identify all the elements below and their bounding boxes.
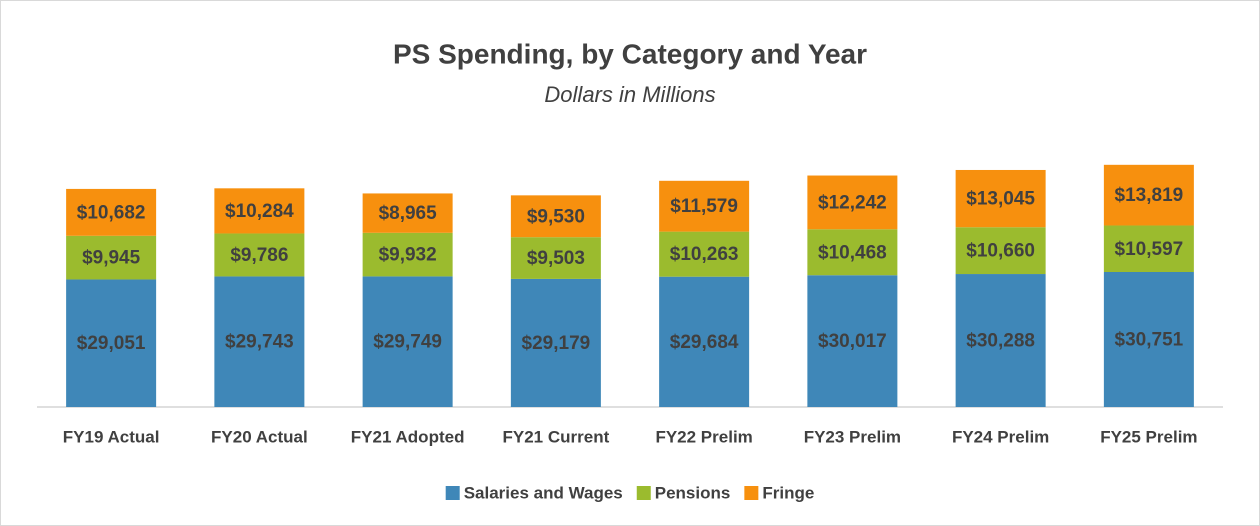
legend-swatch <box>445 486 460 500</box>
legend-swatch <box>744 486 759 500</box>
legend-swatch <box>636 486 651 500</box>
data-label: $13,819 <box>1115 185 1184 206</box>
bar-segment <box>1103 225 1194 273</box>
legend-label: Pensions <box>655 483 731 502</box>
data-label: $29,749 <box>373 332 442 353</box>
x-tick-label: FY21 Adopted <box>351 427 465 446</box>
x-tick-label: FY24 Prelim <box>952 427 1049 446</box>
bar-segment <box>1103 272 1194 407</box>
bar-segment <box>955 169 1046 228</box>
bar-segment <box>362 193 453 233</box>
x-tick-label: FY25 Prelim <box>1100 427 1197 446</box>
bar-segment <box>510 278 601 407</box>
bar-segment <box>362 276 453 407</box>
x-tick-label: FY23 Prelim <box>804 427 901 446</box>
data-label: $10,597 <box>1115 239 1184 260</box>
bar-segment <box>807 275 898 407</box>
bar-segment <box>362 232 453 277</box>
bar-segment <box>955 227 1046 275</box>
bar-segment <box>659 231 750 277</box>
x-tick-label: FY19 Actual <box>63 427 160 446</box>
data-label: $9,503 <box>527 248 585 269</box>
bar-segment <box>659 276 750 407</box>
bar-segment <box>66 279 157 407</box>
data-label: $29,684 <box>670 332 739 353</box>
data-label: $30,751 <box>1115 330 1184 351</box>
bar-segment <box>214 188 305 234</box>
data-label: $29,743 <box>225 332 294 353</box>
data-label: $9,530 <box>527 206 585 227</box>
data-label: $30,288 <box>966 331 1035 352</box>
legend-label: Salaries and Wages <box>464 483 623 502</box>
bar-segment <box>955 274 1046 407</box>
data-label: $29,179 <box>522 333 591 354</box>
chart-subtitle: Dollars in Millions <box>544 82 715 107</box>
bar-segment <box>510 237 601 279</box>
bar-segment <box>214 276 305 407</box>
data-label: $10,468 <box>818 242 887 263</box>
x-tick-label: FY21 Current <box>503 427 610 446</box>
data-label: $9,945 <box>82 248 141 269</box>
data-label: $9,932 <box>379 245 437 266</box>
legend-label: Fringe <box>762 483 814 502</box>
bar-segment <box>510 195 601 238</box>
data-label: $29,051 <box>77 333 146 354</box>
data-label: $10,284 <box>225 201 294 222</box>
bar-segment <box>66 235 157 280</box>
bar-segment <box>807 229 898 276</box>
bar-segment <box>807 175 898 230</box>
data-label: $10,682 <box>77 202 146 223</box>
data-label: $11,579 <box>670 196 738 217</box>
bar-segment <box>66 188 157 236</box>
data-label: $8,965 <box>379 203 438 224</box>
data-label: $10,660 <box>966 241 1035 262</box>
data-label: $9,786 <box>230 245 288 266</box>
data-label: $13,045 <box>966 189 1035 210</box>
x-tick-label: FY20 Actual <box>211 427 308 446</box>
x-tick-label: FY22 Prelim <box>655 427 752 446</box>
data-label: $30,017 <box>818 331 887 352</box>
bar-segment <box>659 180 750 232</box>
bar-segment <box>214 233 305 277</box>
data-label: $10,263 <box>670 244 739 265</box>
data-label: $12,242 <box>818 192 887 213</box>
chart-title: PS Spending, by Category and Year <box>393 38 867 69</box>
bar-segment <box>1103 164 1194 226</box>
